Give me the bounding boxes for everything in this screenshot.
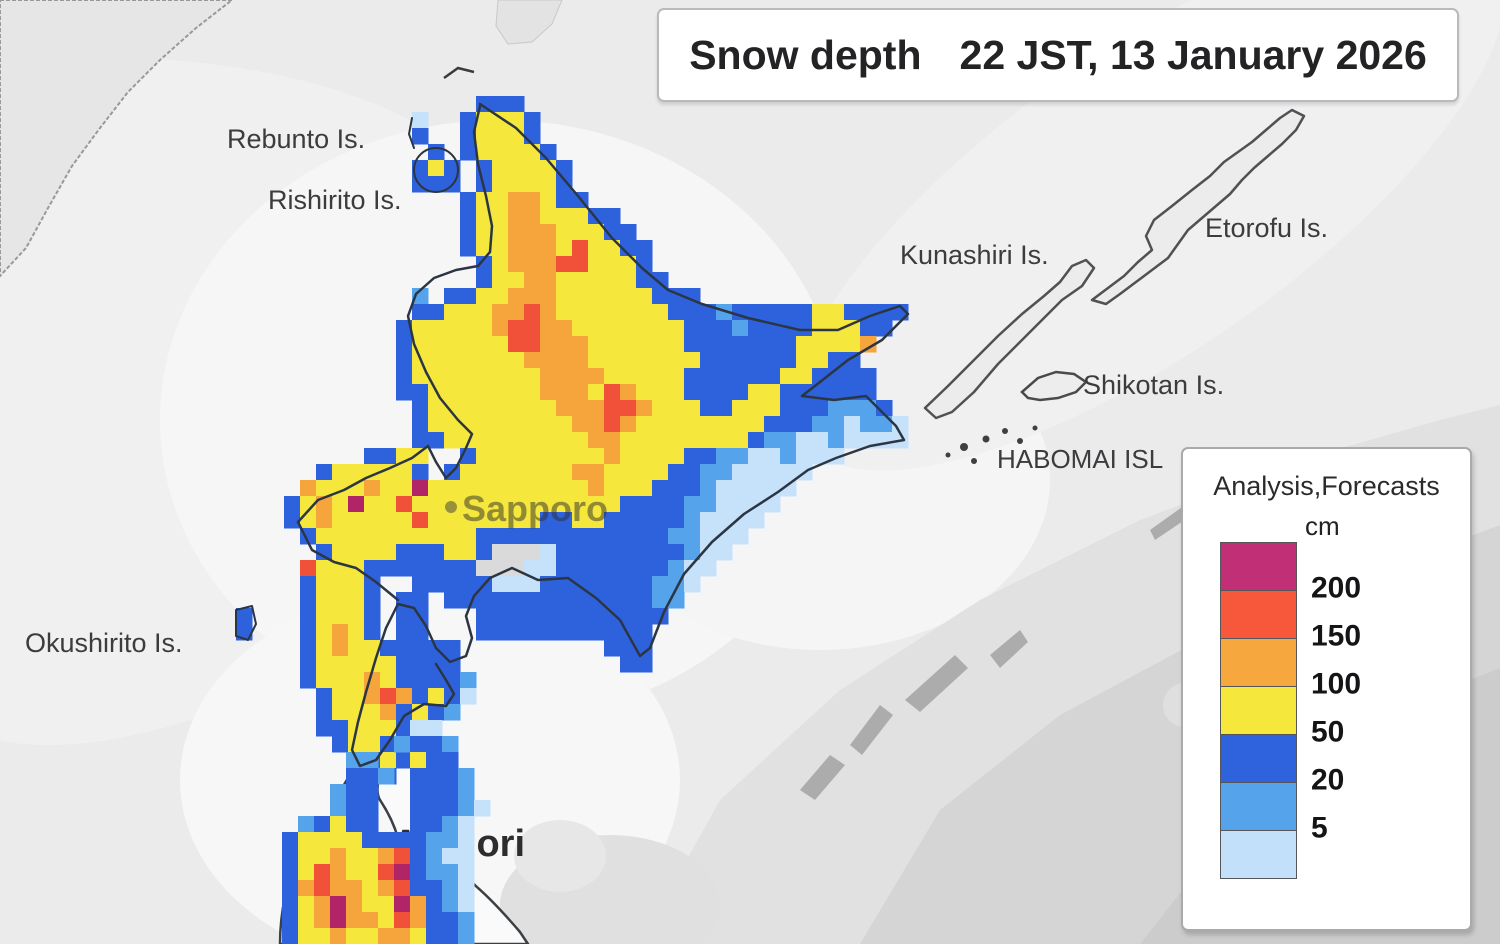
map-labels-over: Rebunto Is. Rishirito Is. Kunashiri Is. Eto… [25, 124, 1328, 658]
legend-boundary-20: 20 [1311, 763, 1345, 797]
sapporo-dot [445, 501, 457, 513]
kunashiri-island [923, 258, 1096, 420]
legend-swatch-over-200 [1220, 542, 1297, 591]
snow-raster [236, 96, 909, 944]
legend-boundary-100: 100 [1311, 667, 1362, 701]
hokkaido-coastline [235, 102, 910, 768]
legend-swatch-150-200 [1220, 590, 1297, 639]
sakhalin-blob [495, 0, 563, 45]
legend-header: Analysis,Forecasts [1213, 471, 1440, 501]
legend-boundary-50: 50 [1311, 715, 1345, 749]
legend-swatch-50-100 [1220, 686, 1297, 735]
sakhalin-corner [0, 0, 234, 278]
title-datetime: 22 JST, 13 January 2026 [959, 31, 1427, 78]
hokkaido-coast-west [296, 104, 494, 602]
title-product: Snow depth [689, 31, 922, 78]
map-label-etorofu: Etorofu Is. [1205, 213, 1328, 243]
map-label-sapporo: Sapporo [462, 488, 608, 529]
map-label-rishirito: Rishirito Is. [268, 185, 402, 215]
legend-unit-label: cm [1305, 511, 1340, 541]
legend-swatch-100-150 [1220, 638, 1297, 687]
rishiri-outline [413, 147, 459, 193]
habomai-islets [945, 425, 1038, 464]
legend-swatch-under-5 [1220, 830, 1297, 879]
map-label-kunashiri: Kunashiri Is. [900, 240, 1049, 270]
legend-swatch-20-50 [1220, 734, 1297, 783]
etorofu-island [1090, 108, 1306, 306]
okushiri-outline [235, 605, 257, 641]
rebun-outline [408, 117, 415, 149]
sea-shade-se-aomori-2 [514, 820, 606, 892]
legend-boundary-150: 150 [1311, 619, 1362, 653]
legend-swatch-5-20 [1220, 782, 1297, 831]
legend-boundary-5: 5 [1311, 811, 1328, 845]
map-label-habomai: HABOMAI ISL [997, 444, 1163, 474]
map-label-rebunto: Rebunto Is. [227, 124, 365, 154]
map-label-okushirito: Okushirito Is. [25, 628, 183, 658]
legend-color-scale [1220, 542, 1297, 879]
legend-panel: Analysis,Forecasts cm 200 150 100 50 20 5 [1181, 447, 1472, 931]
map-label-shikotan: Shikotan Is. [1083, 370, 1224, 400]
legend-boundary-200: 200 [1311, 571, 1362, 605]
hokkaido-coast-east [350, 102, 910, 768]
sakhalin-tip-dash [443, 66, 475, 80]
title-box: Snow depth 22 JST, 13 January 2026 [657, 8, 1459, 102]
shikotan-island [1020, 370, 1088, 402]
